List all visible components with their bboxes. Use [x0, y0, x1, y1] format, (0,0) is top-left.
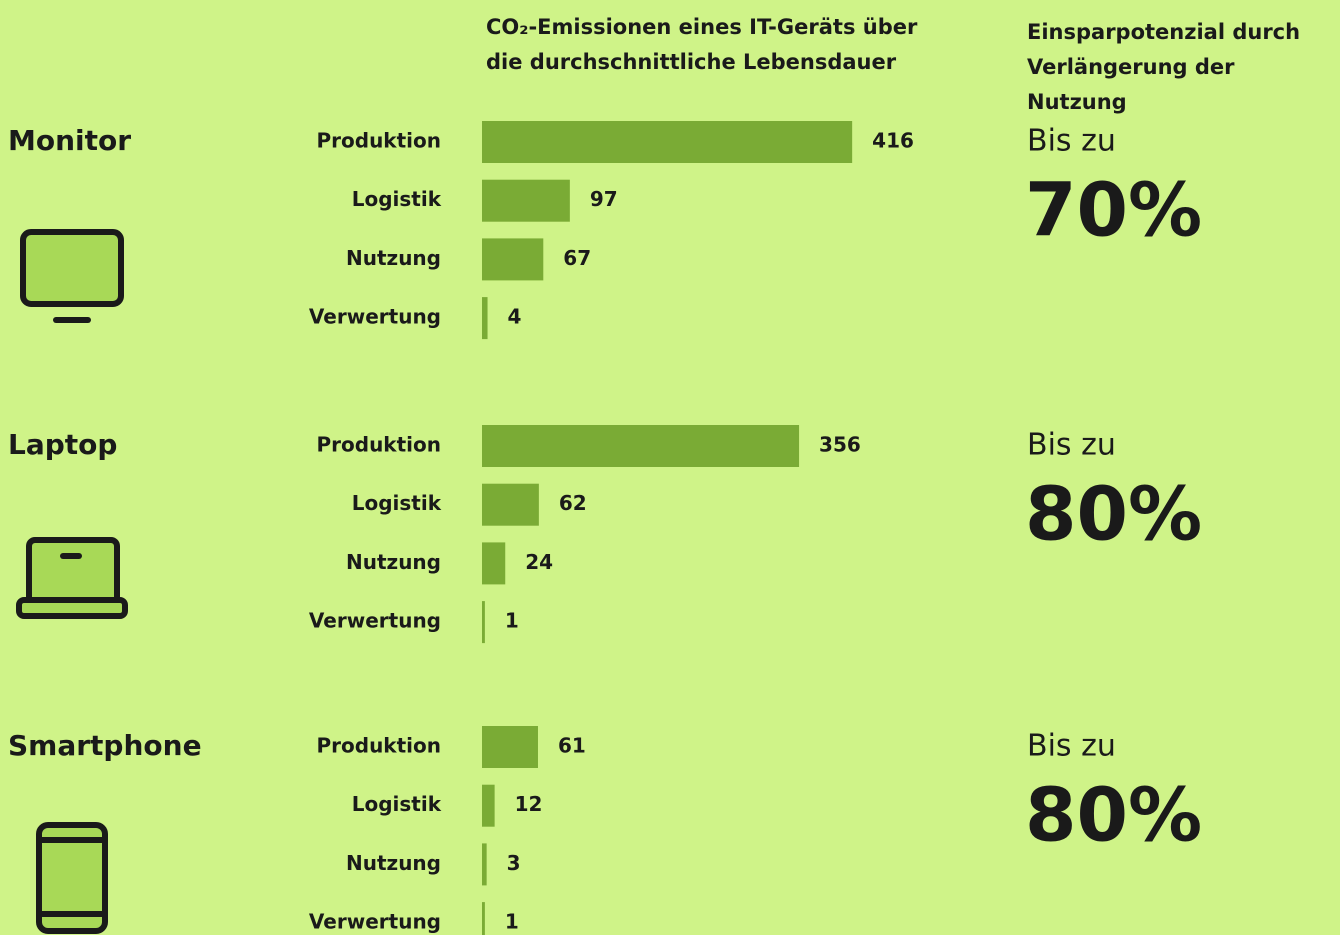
category-label: Logistik: [352, 491, 442, 515]
category-label: Logistik: [352, 792, 442, 816]
device-title: Monitor: [8, 124, 131, 157]
savings-header: Einsparpotenzial durch Verlängerung der …: [1027, 20, 1301, 114]
value-label: 1: [505, 609, 519, 633]
bar: [482, 297, 488, 340]
value-label: 97: [590, 187, 618, 211]
bar: [482, 483, 539, 526]
value-label: 416: [872, 129, 914, 153]
bar: [482, 843, 487, 886]
bar: [482, 601, 485, 644]
value-label: 67: [563, 246, 591, 270]
bar: [482, 784, 495, 827]
bar: [482, 179, 570, 222]
value-label: 62: [559, 491, 587, 515]
laptop-icon: [16, 537, 128, 619]
bar: [482, 726, 538, 768]
value-label: 356: [819, 433, 861, 457]
value-label: 3: [507, 851, 521, 875]
category-label: Nutzung: [346, 550, 441, 574]
savings-label: Bis zu: [1027, 124, 1116, 159]
monitor-icon: [20, 229, 124, 323]
device-title: Smartphone: [8, 729, 202, 762]
device-title: Laptop: [8, 428, 117, 461]
bar: [482, 542, 506, 585]
category-label: Verwertung: [309, 910, 441, 934]
bar: [482, 121, 853, 163]
bar: [482, 902, 485, 935]
value-label: 61: [558, 734, 586, 758]
chart-header: CO₂-Emissionen eines IT-Geräts über die …: [486, 15, 918, 74]
value-label: 12: [515, 792, 543, 816]
category-label: Nutzung: [346, 246, 441, 270]
category-label: Logistik: [352, 187, 442, 211]
category-label: Verwertung: [309, 609, 441, 633]
value-label: 4: [508, 305, 522, 329]
category-label: Nutzung: [346, 851, 441, 875]
category-label: Produktion: [316, 433, 441, 457]
category-label: Produktion: [316, 129, 441, 153]
savings-value: 70%: [1025, 168, 1202, 254]
value-label: 24: [525, 550, 553, 574]
bar: [482, 425, 800, 467]
category-label: Produktion: [316, 734, 441, 758]
savings-label: Bis zu: [1027, 729, 1116, 764]
savings-value: 80%: [1025, 472, 1202, 558]
savings-value: 80%: [1025, 773, 1202, 859]
value-label: 1: [505, 910, 519, 934]
phone-icon: [36, 822, 108, 934]
category-label: Verwertung: [309, 305, 441, 329]
savings-label: Bis zu: [1027, 428, 1116, 463]
bar: [482, 238, 544, 281]
